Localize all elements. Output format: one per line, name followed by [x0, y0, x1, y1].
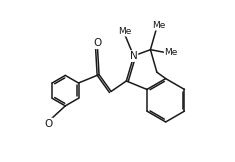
Text: Me: Me: [164, 48, 178, 57]
Text: O: O: [93, 38, 102, 48]
Text: Me: Me: [118, 27, 131, 36]
Text: N: N: [130, 51, 137, 61]
Text: O: O: [45, 119, 53, 129]
Text: Me: Me: [153, 21, 166, 30]
